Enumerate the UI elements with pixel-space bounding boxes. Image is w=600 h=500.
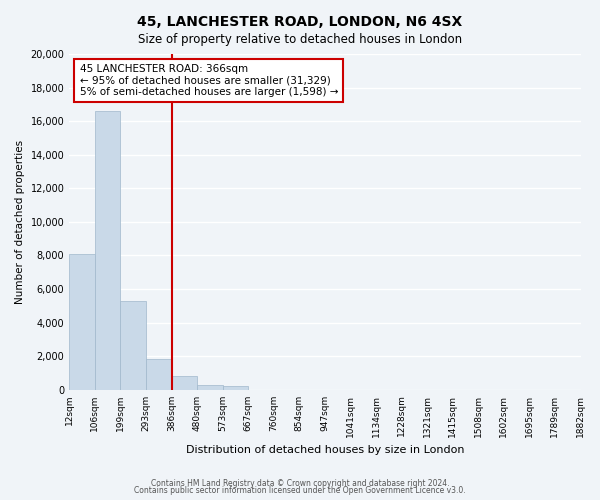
Text: Contains HM Land Registry data © Crown copyright and database right 2024.: Contains HM Land Registry data © Crown c… <box>151 478 449 488</box>
Bar <box>95 111 121 390</box>
Text: 45 LANCHESTER ROAD: 366sqm
← 95% of detached houses are smaller (31,329)
5% of s: 45 LANCHESTER ROAD: 366sqm ← 95% of deta… <box>80 64 338 98</box>
Bar <box>146 358 172 390</box>
Text: 45, LANCHESTER ROAD, LONDON, N6 4SX: 45, LANCHESTER ROAD, LONDON, N6 4SX <box>137 15 463 29</box>
Bar <box>172 376 197 390</box>
Bar <box>197 384 223 390</box>
Text: Size of property relative to detached houses in London: Size of property relative to detached ho… <box>138 32 462 46</box>
Text: Contains public sector information licensed under the Open Government Licence v3: Contains public sector information licen… <box>134 486 466 495</box>
Bar <box>223 386 248 390</box>
Bar <box>121 300 146 390</box>
X-axis label: Distribution of detached houses by size in London: Distribution of detached houses by size … <box>185 445 464 455</box>
Y-axis label: Number of detached properties: Number of detached properties <box>15 140 25 304</box>
Bar <box>69 254 95 390</box>
